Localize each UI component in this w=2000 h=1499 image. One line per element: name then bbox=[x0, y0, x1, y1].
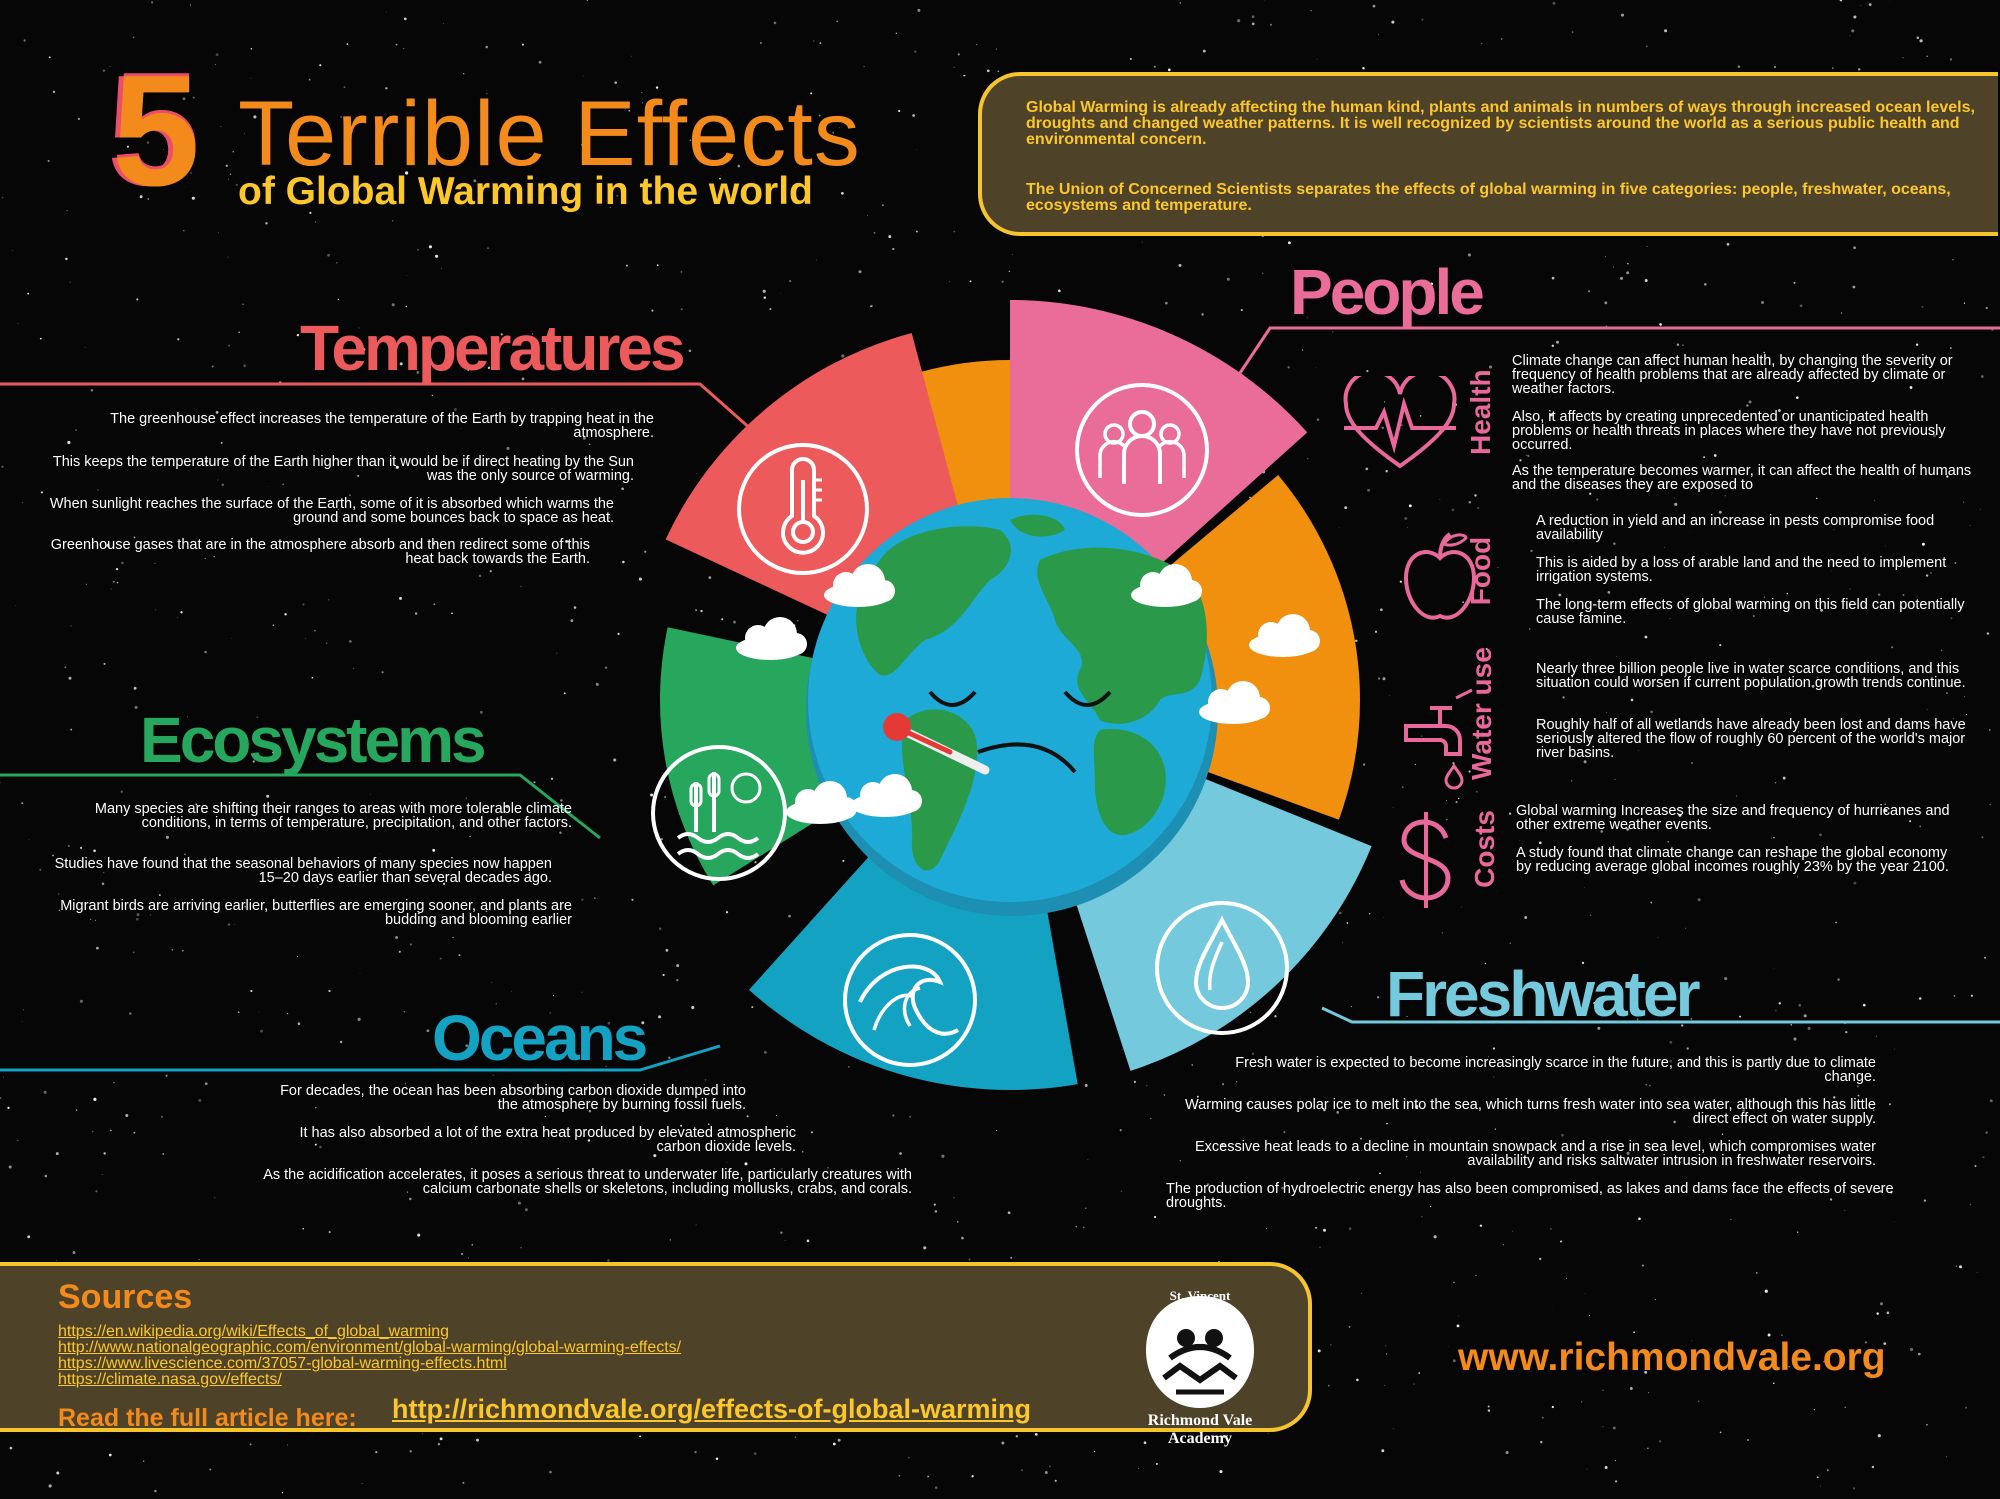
cloud bbox=[786, 781, 857, 824]
costs-paragraph-1: Global warming Increases the size and fr… bbox=[1516, 803, 1950, 833]
intro-paragraph-1: Global Warming is already affecting the … bbox=[1026, 99, 1975, 148]
source-link-livescience[interactable]: https://www.livescience.com/37057-global… bbox=[58, 1355, 507, 1372]
people-group-icon bbox=[1075, 383, 1209, 517]
food-paragraph-1: A reduction in yield and an increase in … bbox=[1536, 513, 1935, 543]
food-paragraph-2: This is aided by a loss of arable land a… bbox=[1536, 555, 1947, 585]
thermometer-icon bbox=[737, 443, 869, 575]
left-eye bbox=[928, 690, 977, 707]
food-paragraph-3: The long-term effects of global warming … bbox=[1536, 597, 1965, 627]
costs-label: Costs bbox=[1469, 810, 1500, 888]
page-subtitle: of Global Warming in the world bbox=[238, 170, 813, 213]
water-use-label: Water use bbox=[1466, 647, 1497, 780]
sad-mouth bbox=[977, 742, 1077, 774]
right-eye bbox=[1063, 690, 1112, 707]
freshwater-paragraph-1: Fresh water is expected to become increa… bbox=[1235, 1055, 1876, 1085]
website-link[interactable]: www.richmondvale.org bbox=[1458, 1336, 1886, 1379]
temperatures-paragraph-4: Greenhouse gases that are in the atmosph… bbox=[50, 537, 590, 567]
cloud bbox=[1131, 564, 1202, 607]
reeds-icon bbox=[651, 745, 787, 881]
temperatures-title: Temperatures bbox=[300, 312, 686, 384]
water-drop-icon bbox=[1155, 901, 1289, 1035]
people-connector bbox=[1236, 326, 2000, 377]
continent-americas-north bbox=[856, 526, 1011, 676]
freshwater-paragraph-2: Warming causes polar ice to melt into th… bbox=[1185, 1097, 1876, 1127]
continent-africa bbox=[1093, 729, 1166, 836]
continent-americas-south bbox=[902, 709, 978, 871]
health-label: Health bbox=[1465, 369, 1496, 455]
health-paragraph-1: Climate change can affect human health, … bbox=[1512, 353, 1953, 397]
wave-icon bbox=[843, 933, 977, 1067]
food-label: Food bbox=[1465, 536, 1496, 606]
cloud bbox=[851, 774, 922, 817]
freshwater-paragraph-3: Excessive heat leads to a decline in mou… bbox=[1194, 1139, 1876, 1169]
water-use-paragraph-2: Roughly half of all wetlands have alread… bbox=[1536, 717, 1966, 761]
freshwater-paragraph-4: The production of hydroelectric energy h… bbox=[1166, 1181, 1894, 1211]
read-article-label: Read the full article here: bbox=[58, 1404, 357, 1432]
cloud bbox=[736, 617, 807, 660]
temperatures-paragraph-2: This keeps the temperature of the Earth … bbox=[52, 454, 634, 484]
cloud bbox=[824, 564, 895, 607]
source-link-nasa[interactable]: https://climate.nasa.gov/effects/ bbox=[58, 1371, 282, 1388]
costs-paragraph-2: A study found that climate change can re… bbox=[1516, 845, 1949, 875]
cloud bbox=[1249, 614, 1320, 657]
water-use-paragraph-1: Nearly three billion people live in wate… bbox=[1536, 661, 1966, 691]
dollar-icon bbox=[1399, 812, 1451, 908]
freshwater-title: Freshwater bbox=[1386, 958, 1700, 1030]
intro-panel: Global Warming is already affecting the … bbox=[978, 72, 1998, 236]
logo-name-line2: Academy bbox=[1168, 1430, 1232, 1447]
title-number: 5 bbox=[112, 43, 200, 219]
source-link-wikipedia[interactable]: https://en.wikipedia.org/wiki/Effects_of… bbox=[58, 1323, 450, 1340]
segment-people bbox=[1010, 300, 1308, 573]
clouds bbox=[736, 564, 1320, 824]
freshwater-connector bbox=[1321, 1006, 2000, 1024]
temperatures-connector bbox=[0, 382, 753, 432]
ecosystems-paragraph-1: Many species are shifting their ranges t… bbox=[94, 801, 572, 831]
oceans-connector bbox=[0, 1044, 721, 1072]
oceans-paragraph-2: It has also absorbed a lot of the extra … bbox=[299, 1125, 796, 1155]
article-link[interactable]: http://richmondvale.org/effects-of-globa… bbox=[392, 1394, 1032, 1424]
ecosystems-paragraph-3: Migrant birds are arriving earlier, butt… bbox=[60, 898, 572, 928]
intro-paragraph-2: The Union of Concerned Scientists separa… bbox=[1026, 181, 1951, 214]
health-paragraph-2: Also, it affects by creating unprecedent… bbox=[1512, 409, 1946, 453]
thermometer-in-mouth bbox=[883, 713, 990, 775]
logo-name-line1: Richmond Vale bbox=[1147, 1412, 1253, 1429]
cloud bbox=[1199, 681, 1270, 724]
oceans-paragraph-3: As the acidification accelerates, it pos… bbox=[263, 1167, 912, 1197]
health-paragraph-3: As the temperature becomes warmer, it ca… bbox=[1512, 463, 1972, 493]
continent-greenland bbox=[1010, 514, 1065, 537]
ecosystems-title: Ecosystems bbox=[140, 704, 487, 776]
heart-pulse-icon bbox=[1343, 376, 1457, 469]
sources-panel bbox=[0, 1262, 1312, 1432]
source-link-natgeo[interactable]: http://www.nationalgeographic.com/enviro… bbox=[58, 1339, 682, 1356]
people-title: People bbox=[1290, 256, 1485, 328]
faucet-icon bbox=[1404, 688, 1473, 790]
temperatures-paragraph-1: The greenhouse effect increases the temp… bbox=[110, 411, 654, 441]
page-title: Terrible Effects bbox=[238, 83, 861, 185]
logo-emblem-icon bbox=[1146, 1296, 1254, 1408]
ecosystems-connector bbox=[0, 773, 601, 840]
oceans-paragraph-1: For decades, the ocean has been absorbin… bbox=[280, 1083, 746, 1113]
oceans-title: Oceans bbox=[432, 1002, 648, 1074]
ecosystems-paragraph-2: Studies have found that the seasonal beh… bbox=[54, 856, 552, 886]
academy-logo: St. Vincent Richmond Vale Academy bbox=[1128, 1282, 1272, 1452]
temperatures-paragraph-3: When sunlight reaches the surface of the… bbox=[49, 496, 614, 526]
apple-icon bbox=[1403, 532, 1477, 620]
sources-title: Sources bbox=[58, 1278, 193, 1316]
